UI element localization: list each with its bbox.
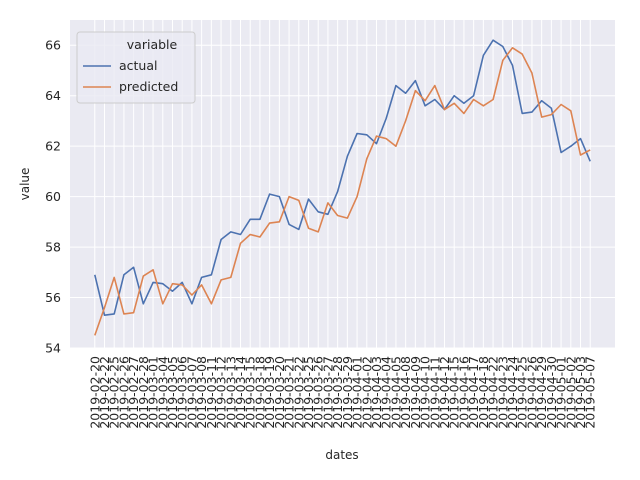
x-tick-label: 2019-05-02 — [563, 356, 578, 429]
x-tick-label: 2019-05-03 — [573, 356, 588, 429]
y-tick-label: 62 — [45, 139, 61, 154]
x-tick-label: 2019-03-18 — [252, 356, 267, 429]
x-tick-label: 2019-03-27 — [320, 356, 335, 429]
x-tick-label: 2019-02-25 — [107, 356, 122, 429]
legend-label: predicted — [119, 79, 178, 94]
x-tick-label: 2019-04-10 — [418, 356, 433, 429]
x-tick-label: 2019-04-25 — [515, 356, 530, 429]
y-tick-label: 54 — [45, 341, 61, 356]
y-tick-label: 58 — [45, 240, 61, 255]
x-tick-label: 2019-03-28 — [330, 356, 345, 429]
x-tick-label: 2019-04-03 — [369, 356, 384, 429]
legend-box — [76, 31, 196, 104]
x-tick-label: 2019-03-21 — [282, 356, 297, 429]
x-tick-label: 2019-02-22 — [97, 356, 112, 429]
x-tick-label: 2019-03-15 — [243, 356, 258, 429]
x-tick-label: 2019-04-04 — [379, 356, 394, 429]
x-tick-label: 2019-04-30 — [544, 356, 559, 429]
x-tick-label: 2019-04-09 — [408, 356, 423, 429]
x-tick-label: 2019-03-11 — [204, 356, 219, 429]
x-tick-label: 2019-02-26 — [116, 356, 131, 429]
x-tick-label: 2019-03-04 — [155, 356, 170, 429]
legend-title: variable — [127, 37, 178, 52]
x-tick-label: 2019-02-28 — [136, 356, 151, 429]
x-tick-label: 2019-05-07 — [583, 356, 598, 429]
y-axis-label: value — [18, 168, 32, 201]
x-tick-label: 2019-04-22 — [486, 356, 501, 429]
x-tick-label: 2019-03-07 — [184, 356, 199, 429]
x-tick-label: 2019-03-08 — [194, 356, 209, 429]
x-tick-label: 2019-04-11 — [427, 356, 442, 429]
y-tick-label: 64 — [45, 88, 61, 103]
x-tick-label: 2019-04-16 — [456, 356, 471, 429]
x-tick-label: 2019-04-08 — [398, 356, 413, 429]
x-tick-label: 2019-02-20 — [87, 356, 102, 429]
x-tick-label: 2019-03-13 — [223, 356, 238, 429]
y-tick-label: 60 — [45, 189, 61, 204]
line-series — [94, 39, 591, 317]
y-tick-label: 66 — [45, 38, 61, 53]
legend-label: actual — [119, 58, 158, 73]
y-tick-label: 56 — [45, 290, 61, 305]
line-series — [94, 46, 591, 336]
x-tick-label: 2019-03-14 — [233, 356, 248, 429]
x-tick-label: 2019-03-12 — [214, 356, 229, 429]
x-tick-label: 2019-03-22 — [291, 356, 306, 429]
x-tick-label: 2019-03-19 — [262, 356, 277, 429]
x-tick-label: 2019-03-26 — [311, 356, 326, 429]
x-tick-label: 2019-04-23 — [495, 356, 510, 429]
x-tick-label: 2019-03-25 — [301, 356, 316, 429]
x-tick-label: 2019-04-26 — [524, 356, 539, 429]
x-tick-label: 2019-04-01 — [350, 356, 365, 429]
x-tick-label: 2019-04-24 — [505, 356, 520, 429]
x-tick-label: 2019-04-05 — [388, 356, 403, 429]
x-tick-label: 2019-04-12 — [437, 356, 452, 429]
x-tick-label: 2019-03-29 — [340, 356, 355, 429]
x-tick-label: 2019-05-01 — [554, 356, 569, 429]
x-tick-label: 2019-04-29 — [534, 356, 549, 429]
x-axis-label: dates — [325, 448, 358, 462]
x-tick-label: 2019-04-17 — [466, 356, 481, 429]
x-tick-label: 2019-04-18 — [476, 356, 491, 429]
x-tick-label: 2019-04-02 — [359, 356, 374, 429]
x-tick-label: 2019-03-05 — [165, 356, 180, 429]
x-tick-label: 2019-03-06 — [175, 356, 190, 429]
x-tick-label: 2019-03-20 — [272, 356, 287, 429]
x-tick-label: 2019-02-27 — [126, 356, 141, 429]
x-tick-label: 2019-03-01 — [146, 356, 161, 429]
x-tick-label: 2019-04-15 — [447, 356, 462, 429]
